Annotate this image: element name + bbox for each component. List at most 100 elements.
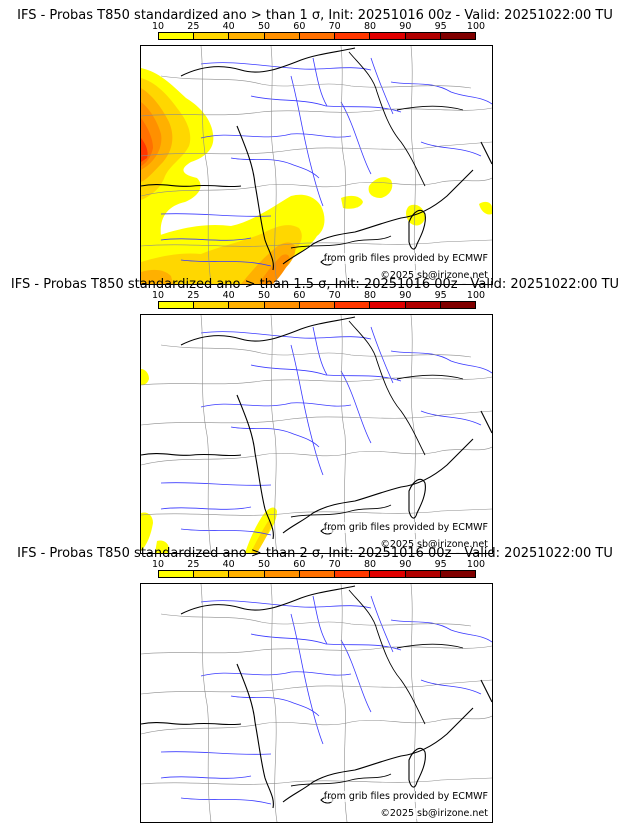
- colorbar-swatch: [335, 571, 371, 577]
- prob-area-iberia: [141, 512, 153, 551]
- colorbar-tick-label: 90: [399, 559, 412, 570]
- colorbar-tick-labels: 10 25 40 50 60 70 80 90 95 100: [152, 290, 485, 302]
- colorbar-swatch: [194, 571, 230, 577]
- colorbar-tick-label: 50: [257, 559, 271, 570]
- prob-area-iberia: [241, 242, 296, 284]
- colorbar-tick-label: 50: [257, 21, 271, 32]
- colorbar-swatch: [229, 33, 265, 39]
- prob-area-mediterranean: [341, 195, 363, 209]
- probability-colorbar: [158, 32, 476, 40]
- colorbar-tick-label: 100: [466, 290, 486, 301]
- data-source-credit: from grib files provided by ECMWF: [323, 791, 488, 802]
- colorbar-swatch: [264, 302, 300, 308]
- colorbar-tick-label: 40: [222, 290, 235, 301]
- map-frame: from grib files provided by ECMWF ©2025 …: [140, 45, 493, 285]
- map-frame: from grib files provided by ECMWF ©2025 …: [140, 314, 493, 554]
- colorbar-swatch: [299, 302, 336, 308]
- rivers: [160, 57, 492, 267]
- colorbar-tick-label: 80: [363, 559, 377, 570]
- data-source-credit: from grib files provided by ECMWF: [323, 253, 488, 264]
- colorbar-tick-label: 40: [222, 21, 235, 32]
- colorbar-tick-label: 25: [187, 21, 200, 32]
- colorbar-tick-labels: 10 25 40 50 60 70 80 90 95 100: [152, 21, 485, 33]
- colorbar-tick-label: 100: [466, 559, 486, 570]
- colorbar-swatch: [229, 302, 265, 308]
- colorbar-swatch: [440, 571, 475, 577]
- colorbar-tick-label: 25: [187, 290, 200, 301]
- colorbar-tick-labels: 10 25 40 50 60 70 80 90 95 100: [152, 559, 485, 571]
- colorbar-swatch: [370, 571, 406, 577]
- colorbar-swatch: [405, 571, 441, 577]
- colorbar-tick-label: 40: [222, 559, 235, 570]
- colorbar-tick-label: 60: [293, 559, 306, 570]
- colorbar-tick-label: 80: [363, 290, 377, 301]
- colorbar-tick-label: 25: [187, 559, 200, 570]
- national-borders: [290, 51, 464, 249]
- probability-colorbar: [158, 301, 476, 309]
- rivers: [160, 595, 492, 805]
- colorbar-swatch: [194, 33, 230, 39]
- coastlines: [141, 316, 492, 540]
- colorbar-swatch: [405, 302, 441, 308]
- probability-colorbar: [158, 570, 476, 578]
- colorbar-swatch: [159, 302, 195, 308]
- map-svg: [141, 46, 492, 284]
- colorbar-tick-label: 70: [328, 21, 341, 32]
- colorbar-tick-label: 70: [328, 559, 341, 570]
- colorbar-swatch: [440, 33, 475, 39]
- prob-area-mediterranean: [479, 201, 492, 215]
- prob-area-iberia: [141, 269, 173, 284]
- colorbar-swatch: [159, 571, 195, 577]
- colorbar-tick-label: 95: [434, 559, 447, 570]
- borders: [141, 315, 492, 553]
- colorbar-tick-label: 60: [293, 21, 306, 32]
- colorbar-swatch: [335, 33, 371, 39]
- colorbar-tick-label: 50: [257, 290, 271, 301]
- colorbar-swatch: [440, 302, 475, 308]
- colorbar-swatch: [370, 302, 406, 308]
- copyright-credit: ©2025 sb@irizone.net: [380, 270, 488, 281]
- coastlines: [141, 47, 492, 271]
- map-svg: [141, 584, 492, 822]
- copyright-credit: ©2025 sb@irizone.net: [380, 808, 488, 819]
- colorbar-swatch: [264, 33, 300, 39]
- panel-title: IFS - Probas T850 standardized ano > tha…: [17, 546, 613, 561]
- panel-title: IFS - Probas T850 standardized ano > tha…: [17, 8, 613, 23]
- national-borders: [290, 589, 464, 787]
- colorbar-swatch: [370, 33, 406, 39]
- panel-2sigma: IFS - Probas T850 standardized ano > tha…: [0, 546, 630, 823]
- colorbar-swatch: [264, 571, 300, 577]
- colorbar-swatch: [194, 302, 230, 308]
- rivers: [160, 326, 492, 536]
- prob-area-iberia: [251, 520, 271, 553]
- colorbar-tick-label: 80: [363, 21, 377, 32]
- colorbar-tick-label: 70: [328, 290, 341, 301]
- probability-fields: [141, 68, 492, 284]
- colorbar-swatch: [405, 33, 441, 39]
- colorbar-tick-label: 60: [293, 290, 306, 301]
- colorbar-swatch: [335, 302, 371, 308]
- panel-1sigma: IFS - Probas T850 standardized ano > tha…: [0, 8, 630, 285]
- colorbar-tick-label: 10: [151, 559, 165, 570]
- panel-title: IFS - Probas T850 standardized ano > tha…: [10, 277, 620, 292]
- colorbar-swatch: [229, 571, 265, 577]
- copyright-credit: ©2025 sb@irizone.net: [380, 539, 488, 550]
- map-frame: from grib files provided by ECMWF ©2025 …: [140, 583, 493, 823]
- colorbar-tick-label: 10: [151, 21, 165, 32]
- prob-area-atlantic: [141, 369, 149, 385]
- prob-area-iberia: [155, 540, 169, 553]
- data-source-credit: from grib files provided by ECMWF: [323, 522, 488, 533]
- colorbar-tick-label: 100: [466, 21, 486, 32]
- borders: [141, 46, 492, 284]
- colorbar-swatch: [299, 33, 336, 39]
- prob-area-iberia: [259, 254, 290, 284]
- map-svg: [141, 315, 492, 553]
- colorbar-swatch: [299, 571, 336, 577]
- colorbar-tick-label: 90: [399, 290, 412, 301]
- national-borders: [290, 320, 464, 518]
- borders: [141, 584, 492, 822]
- colorbar-tick-label: 95: [434, 290, 447, 301]
- prob-area-mediterranean: [368, 177, 393, 198]
- colorbar-tick-label: 10: [151, 290, 165, 301]
